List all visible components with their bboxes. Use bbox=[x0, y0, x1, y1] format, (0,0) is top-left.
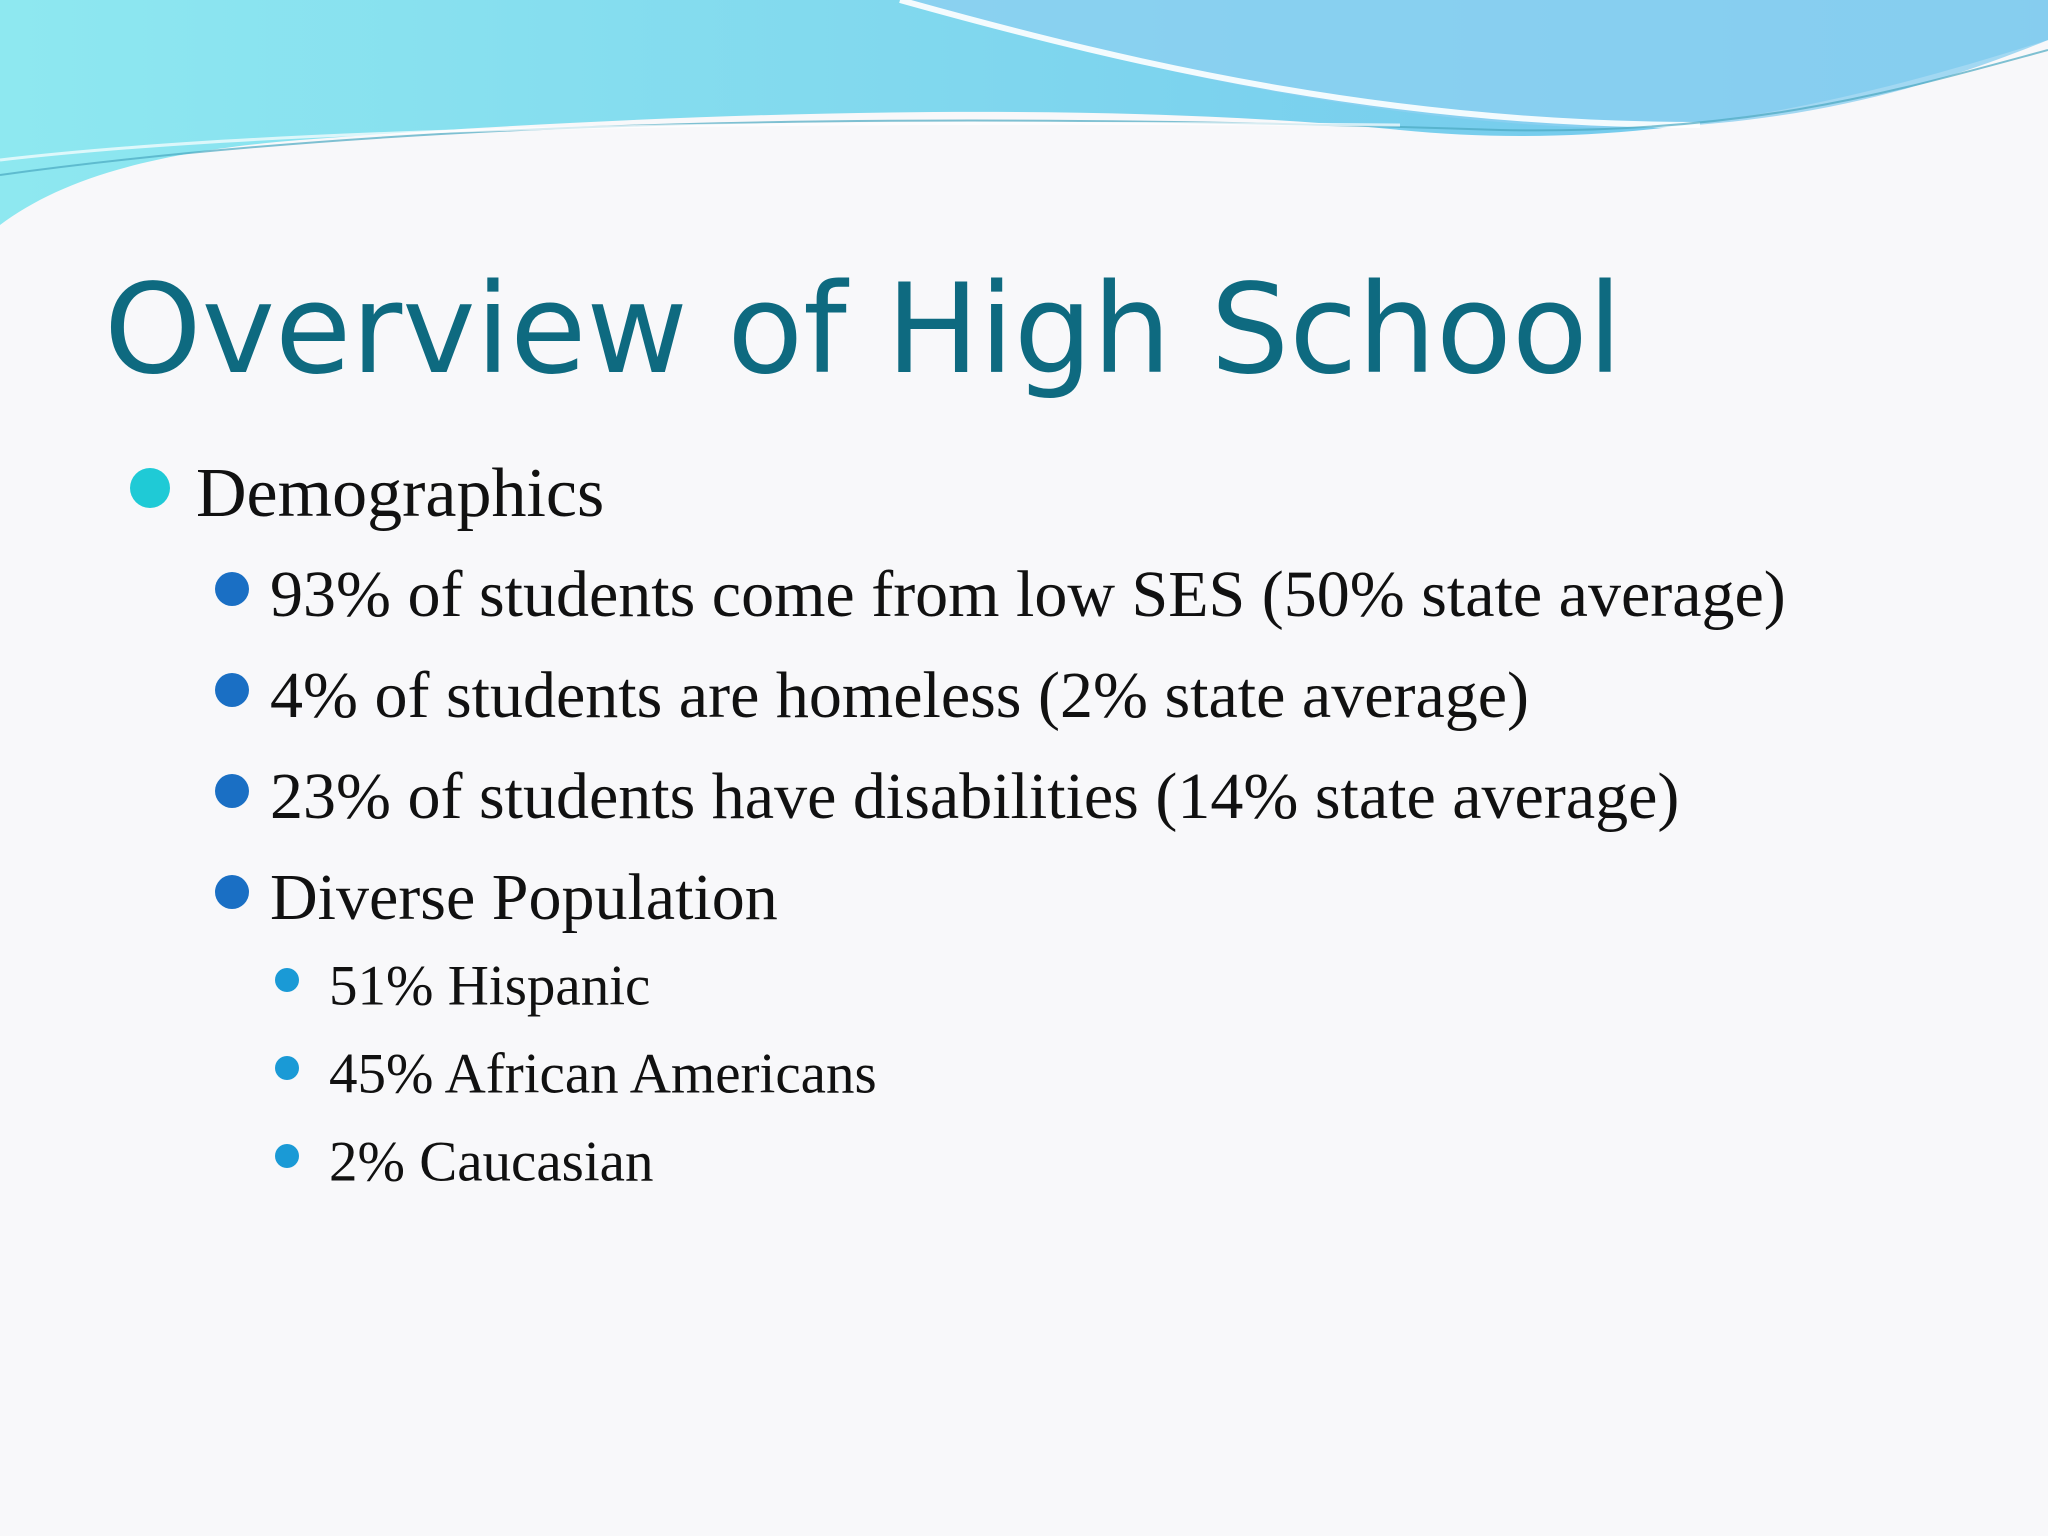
bullet-text: 23% of students have disabilities (14% s… bbox=[270, 760, 1680, 833]
bullet-text: 51% Hispanic bbox=[329, 954, 651, 1018]
bullet-text: 93% of students come from low SES (50% s… bbox=[270, 558, 1786, 631]
bullet-dot bbox=[275, 1056, 299, 1080]
bullet-dot bbox=[215, 572, 249, 606]
header-wave bbox=[0, 0, 2048, 225]
bullet-text: 45% African Americans bbox=[329, 1042, 877, 1106]
bullet-text: 4% of students are homeless (2% state av… bbox=[270, 659, 1530, 732]
bullet-text: Diverse Population bbox=[270, 861, 778, 934]
bullet-dot bbox=[130, 468, 170, 508]
bullet-dot bbox=[215, 875, 249, 909]
slide-title: Overview of High School bbox=[104, 258, 1623, 402]
bullet-text: Demographics bbox=[196, 455, 605, 532]
bullet-dot bbox=[215, 774, 249, 808]
bullet-dot bbox=[275, 968, 299, 992]
bullet-dot bbox=[215, 673, 249, 707]
bullet-dot bbox=[275, 1144, 299, 1168]
bullet-text: 2% Caucasian bbox=[329, 1130, 654, 1194]
